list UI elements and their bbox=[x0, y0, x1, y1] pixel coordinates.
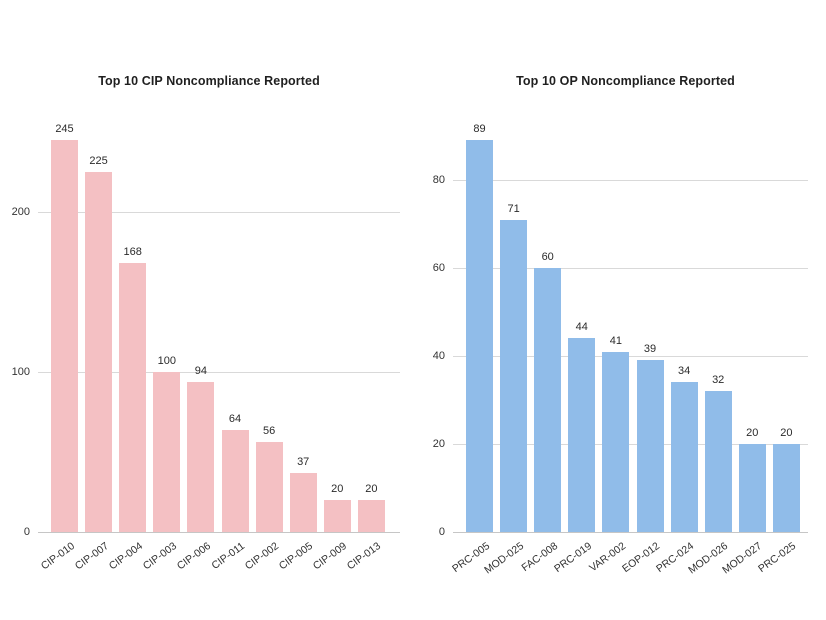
bar-MOD-025 bbox=[500, 219, 528, 532]
y-tick-label: 100 bbox=[11, 366, 30, 378]
gridline bbox=[38, 372, 400, 373]
chart-plot-cip: 0 100 200 245 CIP-010 225 CIP-007 168 CIP-004 100… bbox=[12, 113, 400, 572]
bar-CIP-002 bbox=[255, 442, 283, 532]
bar-CIP-003 bbox=[153, 372, 181, 532]
bar-value-label: 20 bbox=[746, 427, 759, 439]
chart-title-cip: Top 10 CIP Noncompliance Reported bbox=[98, 74, 320, 88]
bar-CIP-013 bbox=[357, 500, 385, 532]
y-tick-label: 20 bbox=[432, 438, 445, 450]
x-category-label: CIP-009 bbox=[311, 540, 350, 573]
x-category-label: CIP-002 bbox=[242, 540, 282, 573]
x-axis-line bbox=[38, 532, 400, 533]
x-category-label: CIP-010 bbox=[38, 540, 77, 573]
bar-value-label: 44 bbox=[575, 321, 588, 334]
bar-PRC-005 bbox=[466, 140, 493, 532]
chart-plot-op: 0 20 40 60 80 89 PRC-005 71 MOD-025 60 FAC-008 44 PR… bbox=[433, 113, 808, 576]
gridline bbox=[453, 444, 808, 445]
bar-value-label: 225 bbox=[89, 155, 108, 167]
bar-value-label: 20 bbox=[780, 427, 793, 439]
bar-value-label: 71 bbox=[507, 202, 520, 215]
bar-PRC-025 bbox=[772, 444, 800, 532]
bar-CIP-011 bbox=[221, 429, 249, 532]
bar-value-label: 64 bbox=[228, 412, 242, 425]
bar-MOD-027 bbox=[738, 444, 766, 532]
bar-CIP-004 bbox=[119, 263, 147, 532]
x-category-label: CIP-005 bbox=[277, 540, 316, 573]
x-category-label: FAC-008 bbox=[519, 540, 560, 575]
x-category-label: CIP-011 bbox=[209, 540, 248, 572]
bar-EOP-012 bbox=[636, 360, 664, 532]
x-category-label: CIP-003 bbox=[140, 540, 179, 573]
bar-value-label: 41 bbox=[609, 334, 623, 347]
x-category-label: CIP-006 bbox=[174, 540, 213, 573]
bar-CIP-006 bbox=[187, 381, 215, 532]
gridline bbox=[38, 212, 400, 213]
bar-value-label: 32 bbox=[712, 374, 725, 387]
bar-value-label: 94 bbox=[194, 364, 208, 377]
bar-value-label: 39 bbox=[643, 343, 657, 356]
bar-value-label: 168 bbox=[123, 246, 142, 259]
bar-FAC-008 bbox=[534, 268, 562, 532]
x-category-label: PRC-019 bbox=[551, 540, 594, 576]
y-tick-label: 60 bbox=[432, 262, 445, 274]
x-category-label: CIP-013 bbox=[345, 540, 384, 573]
bar-VAR-002 bbox=[602, 351, 630, 532]
bar-value-label: 89 bbox=[473, 123, 486, 136]
chart-title-op: Top 10 OP Noncompliance Reported bbox=[516, 74, 735, 88]
y-tick-label: 80 bbox=[432, 174, 445, 186]
bar-PRC-024 bbox=[670, 382, 698, 532]
y-tick-label: 40 bbox=[432, 350, 445, 362]
bar-value-label: 60 bbox=[541, 251, 554, 263]
bar-CIP-010 bbox=[51, 140, 78, 532]
bar-value-label: 56 bbox=[262, 425, 276, 438]
bar-value-label: 100 bbox=[157, 355, 176, 367]
bar-value-label: 20 bbox=[331, 483, 344, 495]
y-tick-label: 0 bbox=[23, 526, 30, 538]
x-category-label: CIP-007 bbox=[72, 540, 111, 573]
y-tick-label: 0 bbox=[438, 526, 445, 538]
bar-value-label: 34 bbox=[677, 365, 691, 378]
gridline bbox=[453, 356, 808, 357]
x-category-label: CIP-004 bbox=[106, 540, 145, 573]
bar-value-label: 37 bbox=[297, 455, 310, 468]
y-tick-label: 200 bbox=[11, 206, 30, 218]
x-category-label: EOP-012 bbox=[620, 540, 663, 576]
bar-CIP-009 bbox=[323, 500, 351, 532]
bar-value-label: 20 bbox=[365, 483, 378, 495]
bar-CIP-007 bbox=[85, 172, 113, 532]
bar-CIP-005 bbox=[289, 472, 317, 532]
gridline bbox=[453, 180, 808, 181]
gridline bbox=[453, 268, 808, 269]
x-axis-line bbox=[453, 532, 808, 533]
bar-PRC-019 bbox=[568, 338, 596, 532]
bar-MOD-026 bbox=[704, 391, 732, 532]
x-category-label: PRC-025 bbox=[756, 540, 799, 576]
bar-value-label: 245 bbox=[55, 123, 74, 135]
